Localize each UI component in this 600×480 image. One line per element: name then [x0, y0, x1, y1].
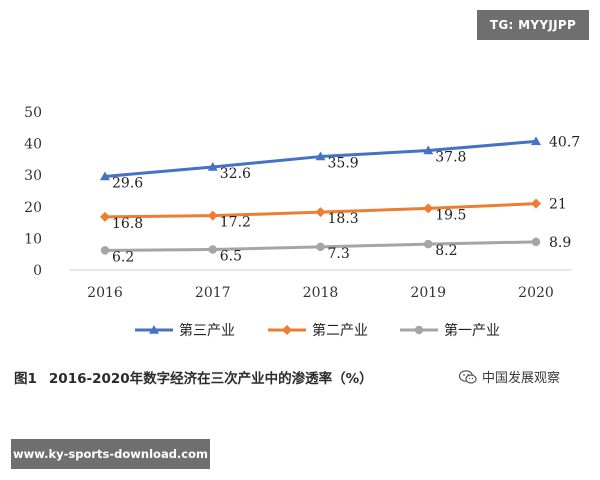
y-tick-label: 10	[24, 231, 42, 247]
circle-marker	[424, 239, 433, 249]
x-tick-label: 2019	[410, 285, 446, 301]
data-label: 32.6	[220, 166, 251, 182]
data-label: 40.7	[549, 134, 580, 150]
data-label: 17.2	[220, 215, 251, 231]
legend-item: 第一产业	[400, 322, 500, 339]
x-axis-ticks: 2016 2017 2018 2019 2020	[87, 285, 554, 301]
watermark-bottom-banner: www.ky-sports-download.com	[11, 439, 210, 469]
source-mark-text: 中国发展观察	[482, 371, 561, 386]
circle-marker	[531, 237, 541, 247]
triangle-marker	[531, 136, 541, 146]
figure-number: 图1	[14, 371, 37, 387]
y-tick-label: 40	[24, 137, 42, 153]
y-axis-ticks: 0 10 20 30 40 50	[24, 105, 42, 279]
x-tick-label: 2018	[303, 285, 339, 301]
figure-caption: 图1 2016-2020年数字经济在三次产业中的渗透率（%）	[14, 367, 454, 387]
y-tick-label: 0	[33, 263, 42, 279]
wechat-icon	[458, 369, 477, 384]
data-label: 21	[549, 197, 567, 213]
line-chart: 0 10 20 30 40 50 2016 2017 2018 2019 2020 29.6 32.…	[24, 105, 580, 339]
legend-label: 第一产业	[444, 322, 500, 339]
circle-marker	[208, 245, 217, 254]
data-label: 16.8	[112, 216, 143, 232]
y-tick-label: 30	[24, 168, 42, 184]
data-label: 19.5	[435, 207, 466, 223]
series-2: 16.8 17.2 18.3 19.5 21	[100, 197, 567, 232]
data-label: 29.6	[112, 175, 143, 191]
data-label: 6.2	[112, 249, 134, 265]
triangle-marker	[315, 151, 326, 161]
diamond-marker	[423, 203, 434, 214]
triangle-marker	[100, 171, 110, 181]
data-label: 8.9	[549, 235, 571, 251]
diamond-marker	[207, 210, 218, 221]
data-label: 18.3	[328, 211, 359, 227]
figure-title: 2016-2020年数字经济在三次产业中的渗透率（%）	[48, 371, 373, 387]
legend: 第三产业 第二产业 第一产业	[135, 322, 500, 339]
data-label: 35.9	[328, 156, 359, 172]
legend-label: 第三产业	[179, 322, 235, 339]
y-tick-label: 20	[24, 200, 42, 216]
legend-item: 第二产业	[268, 322, 368, 339]
diamond-marker	[315, 207, 326, 218]
diamond-marker	[282, 325, 292, 335]
triangle-marker	[149, 325, 159, 334]
diamond-marker	[100, 211, 110, 222]
x-tick-label: 2016	[87, 285, 123, 301]
series-3: 6.2 6.5 7.3 8.2 8.9	[100, 235, 571, 265]
source-mark: 中国发展观察	[458, 367, 560, 386]
diamond-marker	[531, 198, 541, 209]
x-tick-label: 2020	[518, 285, 554, 301]
series-1: 29.6 32.6 35.9 37.8 40.7	[100, 134, 580, 191]
data-label: 7.3	[328, 246, 350, 262]
data-label: 6.5	[220, 248, 242, 264]
circle-marker	[414, 325, 424, 335]
legend-label: 第二产业	[312, 322, 368, 339]
y-tick-label: 50	[24, 105, 42, 121]
data-label: 37.8	[435, 150, 466, 166]
x-tick-label: 2017	[195, 285, 231, 301]
data-label: 8.2	[435, 243, 457, 259]
legend-item: 第三产业	[135, 322, 235, 339]
watermark-top-badge: TG: MYYJJPP	[477, 10, 589, 40]
triangle-marker	[423, 145, 434, 155]
triangle-marker	[207, 161, 218, 171]
series-layer: 29.6 32.6 35.9 37.8 40.7 16.8 17.2 18.3 19.5 21 6.…	[100, 134, 580, 265]
circle-marker	[100, 246, 110, 255]
circle-marker	[316, 242, 325, 252]
